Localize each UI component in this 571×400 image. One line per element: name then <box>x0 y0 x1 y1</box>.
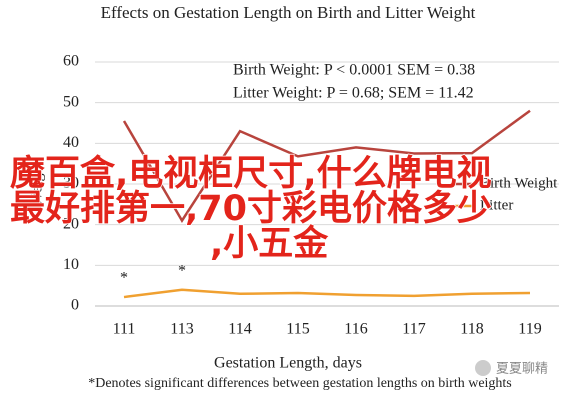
x-tick-label: 113 <box>170 321 193 338</box>
y-tick-label: 20 <box>63 215 79 232</box>
annotation: * <box>120 270 128 287</box>
y-tick-label: 10 <box>63 256 79 273</box>
watermark: 夏夏聊精 <box>496 362 548 377</box>
stat-text: Litter Weight: P = 0.68; SEM = 11.42 <box>233 85 474 102</box>
x-tick-label: 111 <box>113 321 136 338</box>
y-tick-label: 0 <box>71 297 79 314</box>
y-tick-label: 40 <box>63 134 79 151</box>
x-tick-label: 119 <box>518 321 541 338</box>
x-axis-label: Gestation Length, days <box>214 355 362 372</box>
y-tick-label: 30 <box>63 175 79 192</box>
y-tick-label: 50 <box>63 93 79 110</box>
annotation: * <box>178 262 186 279</box>
overlay-text: 最好排第一,70寸彩电价格多少 <box>10 189 492 229</box>
legend-label: Birth Weight <box>480 175 558 191</box>
chart-title: Effects on Gestation Length on Birth and… <box>101 3 476 22</box>
overlay-text: ,小五金 <box>210 223 329 264</box>
x-tick-label: 114 <box>228 321 251 338</box>
legend-label: Litter <box>480 197 513 213</box>
x-tick-label: 116 <box>344 321 367 338</box>
x-tick-label: 117 <box>402 321 425 338</box>
watermark-icon <box>475 360 491 376</box>
footnote: *Denotes significant differences between… <box>88 376 512 391</box>
data-line <box>123 288 531 299</box>
y-tick-label: 60 <box>63 53 79 70</box>
data-line <box>122 109 531 223</box>
x-tick-label: 115 <box>286 321 309 338</box>
x-tick-label: 118 <box>460 321 483 338</box>
y-axis-label: Weight <box>29 161 46 207</box>
stat-text: Birth Weight: P < 0.0001 SEM = 0.38 <box>233 62 475 79</box>
overlay-text: 魔百盒,电视柜尺寸,什么牌电视 <box>10 154 492 194</box>
